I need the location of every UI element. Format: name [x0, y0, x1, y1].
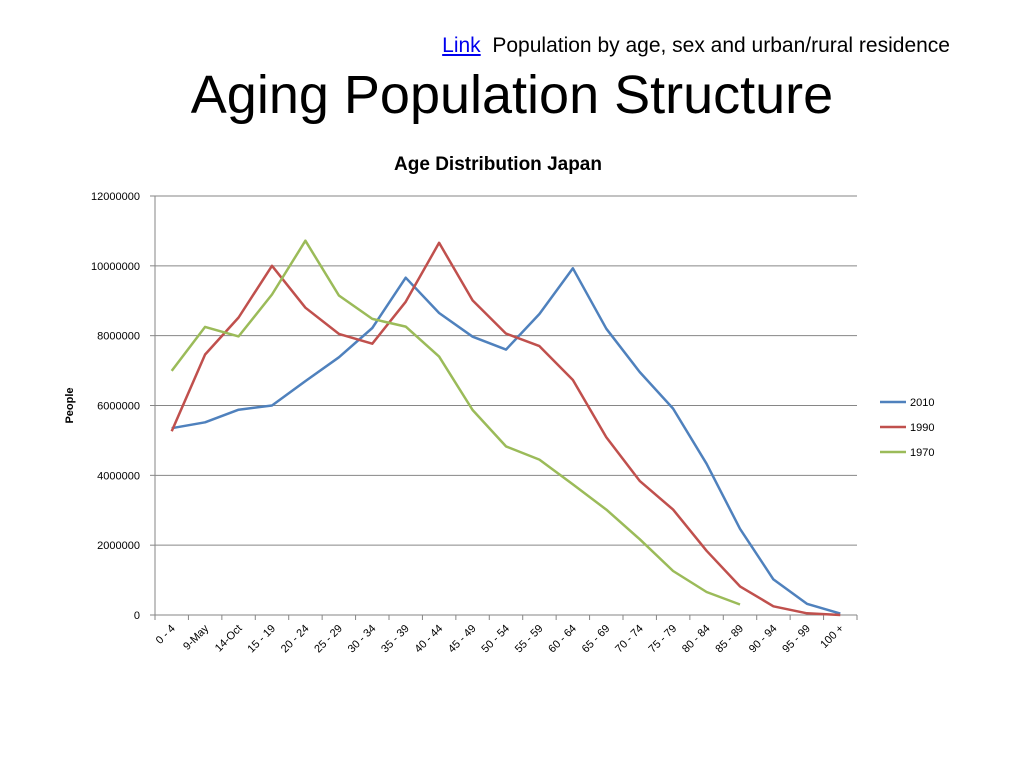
series-lines	[170, 239, 841, 617]
x-tick-label: 50 - 54	[479, 623, 512, 656]
x-tick-label: 55 - 59	[513, 623, 546, 656]
x-tick-label: 60 - 64	[546, 623, 579, 656]
x-tick-label: 75 - 79	[647, 623, 680, 656]
x-tick-label: 95 - 99	[780, 623, 813, 656]
gridlines	[155, 195, 857, 616]
legend-label: 2010	[910, 397, 934, 409]
x-tick-label: 15 - 19	[245, 623, 278, 656]
x-tick-label: 80 - 84	[680, 623, 713, 656]
series-line-1990	[170, 241, 841, 617]
slide-title: Aging Population Structure	[190, 65, 834, 125]
x-tick-label: 30 - 34	[346, 623, 379, 656]
legend-label: 1990	[910, 422, 934, 434]
chart-title: Age Distribution Japan	[394, 154, 602, 175]
y-tick-label: 2000000	[97, 540, 140, 552]
legend: 2010 1990 1970	[880, 397, 934, 459]
x-tick-label: 35 - 39	[379, 623, 412, 656]
y-tick-label: 4000000	[97, 470, 140, 482]
x-tick-label: 90 - 94	[747, 623, 780, 656]
x-tick-label: 14-Oct	[213, 623, 245, 655]
x-tick-label: 40 - 44	[413, 623, 446, 656]
source-text: Population by age, sex and urban/rural r…	[492, 34, 950, 57]
x-tick-label: 45 - 49	[446, 623, 479, 656]
x-tick-label: 100 +	[818, 623, 846, 651]
y-axis-ticks: 0 2000000 4000000 6000000 8000000 10000000 120…	[91, 191, 155, 622]
y-tick-label: 8000000	[97, 331, 140, 343]
source-link[interactable]: Link	[442, 34, 481, 57]
x-tick-label: 70 - 74	[613, 623, 646, 656]
x-axis-ticks: 0 - 4 9-May 14-Oct 15 - 19 20 - 24 25 - 29 30 …	[154, 615, 858, 656]
x-tick-label: 85 - 89	[713, 623, 746, 656]
y-tick-label: 6000000	[97, 401, 140, 413]
source-line: Link Population by age, sex and urban/ru…	[442, 34, 950, 58]
y-axis-label: People	[64, 387, 76, 423]
y-tick-label: 0	[134, 610, 140, 622]
series-line-2010	[171, 267, 841, 615]
x-tick-label: 65 - 69	[580, 623, 613, 656]
legend-label: 1970	[910, 447, 934, 459]
series-line-1970	[170, 239, 741, 606]
x-tick-label: 9-May	[181, 622, 211, 652]
y-tick-label: 12000000	[91, 191, 140, 203]
x-tick-label: 0 - 4	[154, 623, 178, 647]
y-tick-label: 10000000	[91, 261, 140, 273]
x-tick-label: 25 - 29	[312, 623, 345, 656]
x-tick-label: 20 - 24	[279, 623, 312, 656]
